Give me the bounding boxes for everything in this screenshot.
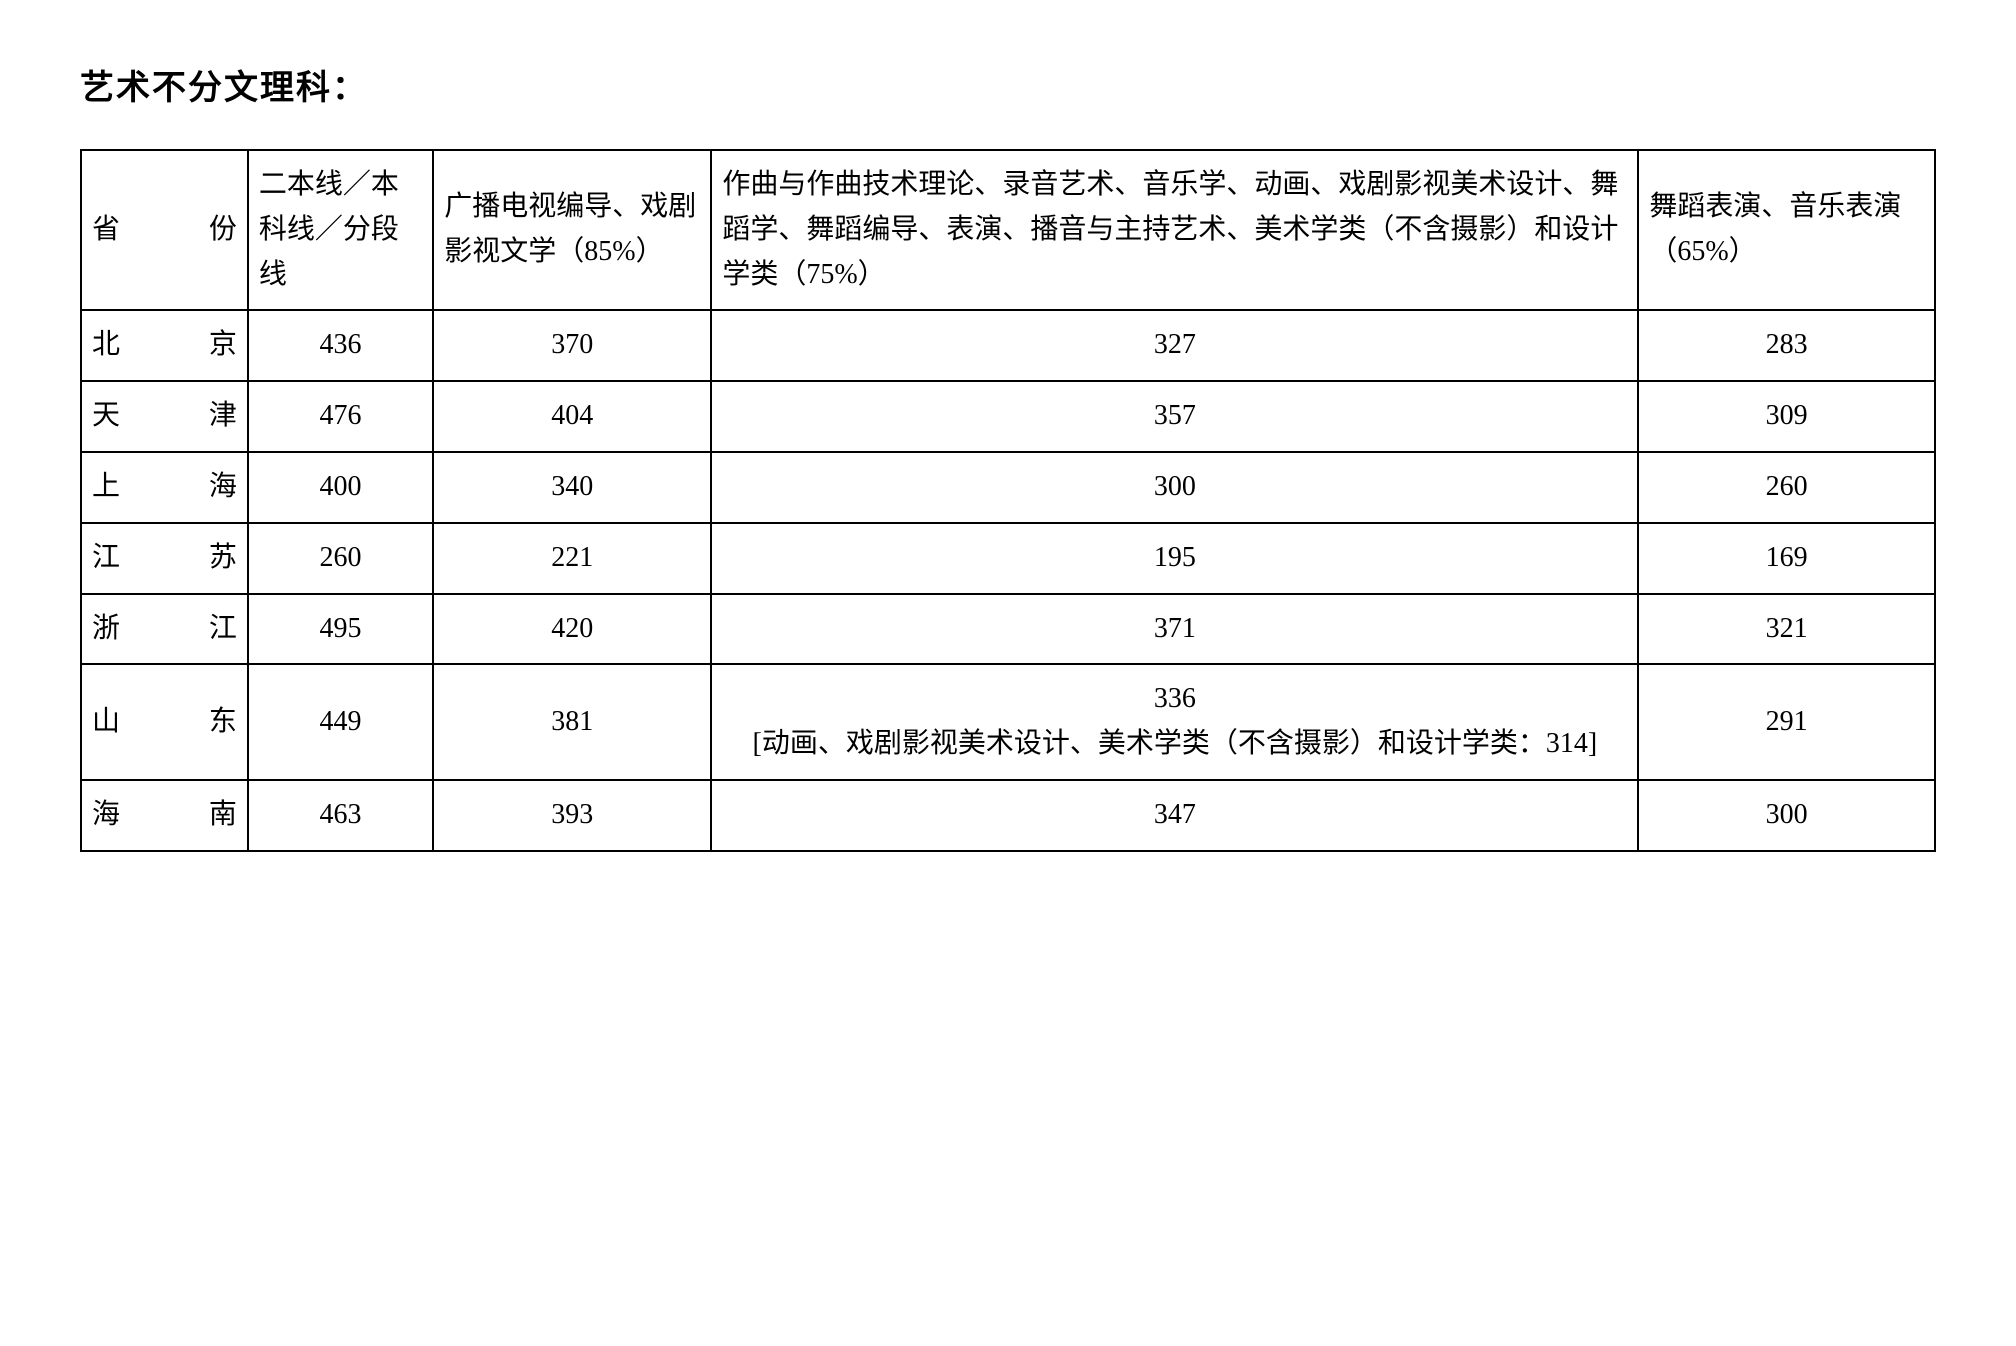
cell-85: 221	[433, 523, 711, 594]
cell-province: 山 东	[81, 664, 248, 780]
cell-baseline: 495	[248, 594, 433, 665]
cell-85: 381	[433, 664, 711, 780]
table-row: 北 京 436 370 327 283	[81, 310, 1935, 381]
score-table: 省 份 二本线／本科线／分段线 广播电视编导、戏剧影视文学（85%） 作曲与作曲…	[80, 149, 1936, 852]
cell-65: 260	[1638, 452, 1935, 523]
cell-65: 300	[1638, 780, 1935, 851]
table-row: 浙 江 495 420 371 321	[81, 594, 1935, 665]
page-title: 艺术不分文理科：	[80, 60, 1936, 109]
cell-75: 357	[711, 381, 1638, 452]
cell-65: 309	[1638, 381, 1935, 452]
cell-75: 347	[711, 780, 1638, 851]
cell-province: 浙 江	[81, 594, 248, 665]
cell-baseline: 476	[248, 381, 433, 452]
cell-75: 195	[711, 523, 1638, 594]
cell-province: 江 苏	[81, 523, 248, 594]
table-row: 天 津 476 404 357 309	[81, 381, 1935, 452]
cell-65: 169	[1638, 523, 1935, 594]
cell-province: 天 津	[81, 381, 248, 452]
cell-75: 336[动画、戏剧影视美术设计、美术学类（不含摄影）和设计学类：314]	[711, 664, 1638, 780]
header-col65: 舞蹈表演、音乐表演（65%）	[1638, 150, 1935, 310]
table-row: 海 南 463 393 347 300	[81, 780, 1935, 851]
cell-baseline: 449	[248, 664, 433, 780]
table-row: 上 海 400 340 300 260	[81, 452, 1935, 523]
header-col75: 作曲与作曲技术理论、录音艺术、音乐学、动画、戏剧影视美术设计、舞蹈学、舞蹈编导、…	[711, 150, 1638, 310]
cell-baseline: 260	[248, 523, 433, 594]
cell-province: 上 海	[81, 452, 248, 523]
cell-65: 321	[1638, 594, 1935, 665]
cell-85: 370	[433, 310, 711, 381]
cell-75: 300	[711, 452, 1638, 523]
header-province: 省 份	[81, 150, 248, 310]
table-row: 山 东 449 381 336[动画、戏剧影视美术设计、美术学类（不含摄影）和设…	[81, 664, 1935, 780]
cell-75: 327	[711, 310, 1638, 381]
cell-85: 404	[433, 381, 711, 452]
cell-85: 393	[433, 780, 711, 851]
header-col85: 广播电视编导、戏剧影视文学（85%）	[433, 150, 711, 310]
table-row: 江 苏 260 221 195 169	[81, 523, 1935, 594]
cell-85: 420	[433, 594, 711, 665]
cell-65: 291	[1638, 664, 1935, 780]
cell-province: 海 南	[81, 780, 248, 851]
table-body: 北 京 436 370 327 283 天 津 476 404 357 309 …	[81, 310, 1935, 850]
table-header-row: 省 份 二本线／本科线／分段线 广播电视编导、戏剧影视文学（85%） 作曲与作曲…	[81, 150, 1935, 310]
cell-baseline: 400	[248, 452, 433, 523]
cell-baseline: 436	[248, 310, 433, 381]
cell-85: 340	[433, 452, 711, 523]
cell-65: 283	[1638, 310, 1935, 381]
header-baseline: 二本线／本科线／分段线	[248, 150, 433, 310]
cell-province: 北 京	[81, 310, 248, 381]
cell-baseline: 463	[248, 780, 433, 851]
cell-75: 371	[711, 594, 1638, 665]
